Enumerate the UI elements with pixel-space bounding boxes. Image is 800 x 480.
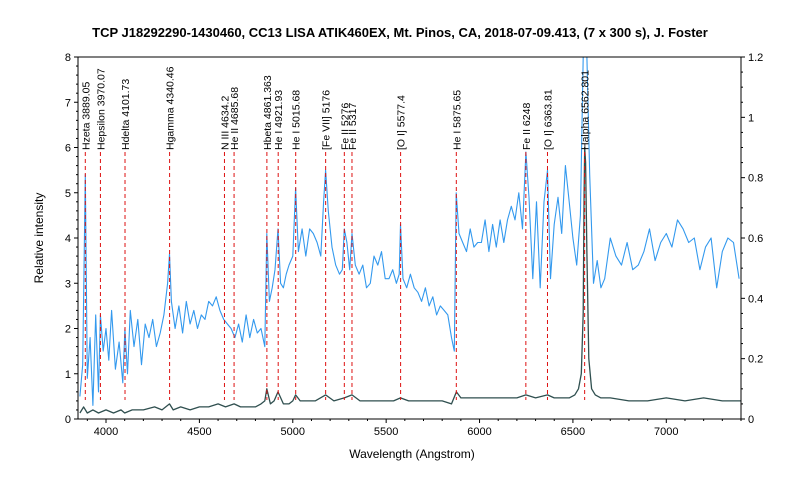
marker-label-6: Hbeta 4861.363 [262, 75, 274, 150]
series-group [79, 57, 741, 414]
y-tick-label-2: 2 [65, 324, 71, 336]
y-tick-label-7: 7 [65, 97, 71, 109]
y-tick-label-5: 5 [65, 188, 71, 200]
chart-title: TCP J18292290-1430460, CC13 LISA ATIK460… [92, 25, 708, 40]
marker-label-8: He I 5015.68 [291, 90, 303, 150]
y2-tick-label-0: 0 [748, 414, 754, 426]
y2-tick-label-4: 0.8 [748, 173, 763, 185]
marker-label-11: Fe II 5317 [347, 103, 359, 150]
marker-label-10: Fe II 5276 [339, 103, 351, 150]
y-tick-label-4: 4 [65, 233, 71, 245]
x-tick-label-4: 6000 [467, 426, 491, 438]
marker-label-12: [O I] 5577.4 [396, 95, 408, 150]
x-tick-label-2: 5000 [281, 426, 305, 438]
y2-tick-label-3: 0.6 [748, 233, 763, 245]
x-tick-label-5: 6500 [561, 426, 585, 438]
x-tick-label-1: 4500 [187, 426, 211, 438]
x-tick-label-6: 7000 [654, 426, 678, 438]
y2-tick-label-2: 0.4 [748, 293, 763, 305]
marker-label-2: Hdelta 4101.73 [120, 79, 132, 150]
marker-label-3: Hgamma 4340.46 [165, 66, 177, 150]
y2-tick-label-1: 0.2 [748, 354, 763, 366]
x-tick-label-3: 5500 [374, 426, 398, 438]
marker-label-7: He I 4921.93 [273, 90, 285, 150]
y-tick-label-3: 3 [65, 278, 71, 290]
marker-label-16: Halpha 6562.801 [580, 70, 592, 150]
x-tick-label-0: 4000 [94, 426, 118, 438]
marker-label-14: Fe II 6248 [521, 103, 533, 150]
y-tick-label-1: 1 [65, 369, 71, 381]
x-axis-label: Wavelength (Angstrom) [349, 447, 475, 461]
y-tick-label-8: 8 [65, 52, 71, 64]
plot-area: Hzeta 3889.05 Hepsilon 3970.07 Hdelta 4101… [65, 52, 763, 438]
marker-label-13: He I 5875.65 [451, 90, 463, 150]
series-line-relative-intensity [79, 57, 740, 406]
y2-tick-label-6: 1.2 [748, 52, 763, 64]
marker-label-1: Hepsilon 3970.07 [95, 68, 107, 150]
y2-tick-label-5: 1 [748, 112, 754, 124]
y-tick-label-0: 0 [65, 414, 71, 426]
plot-frame [77, 56, 742, 420]
marker-label-15: [O I] 6363.81 [543, 89, 555, 150]
y-tick-label-6: 6 [65, 143, 71, 155]
marker-label-9: [Fe VII] 5176 [321, 90, 333, 150]
marker-label-4: N III 4634.2 [220, 96, 232, 150]
marker-label-5: He II 4685.68 [229, 87, 241, 150]
y-axis-label: Relative intensity [32, 193, 46, 284]
marker-label-0: Hzeta 3889.05 [80, 82, 92, 150]
series-line-right-axis-spectrum [79, 146, 741, 414]
